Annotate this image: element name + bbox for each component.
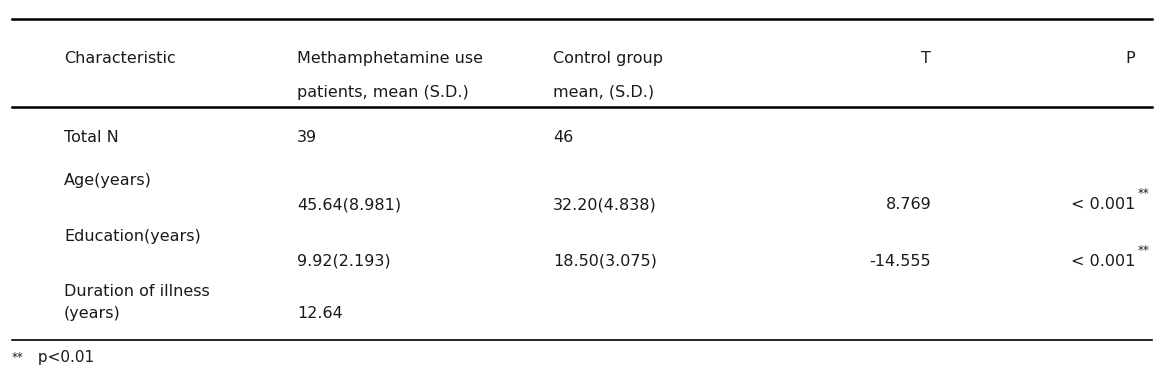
Text: 45.64(8.981): 45.64(8.981)	[297, 197, 400, 212]
Text: 39: 39	[297, 130, 317, 145]
Text: 8.769: 8.769	[886, 197, 931, 212]
Text: Methamphetamine use: Methamphetamine use	[297, 51, 483, 66]
Text: 9.92(2.193): 9.92(2.193)	[297, 254, 390, 269]
Text: 46: 46	[553, 130, 573, 145]
Text: T: T	[922, 51, 931, 66]
Text: **: **	[12, 352, 23, 364]
Text: p<0.01: p<0.01	[33, 350, 94, 365]
Text: Characteristic: Characteristic	[64, 51, 176, 66]
Text: Control group: Control group	[553, 51, 663, 66]
Text: -14.555: -14.555	[870, 254, 931, 269]
Text: **: **	[1137, 244, 1149, 256]
Text: 32.20(4.838): 32.20(4.838)	[553, 197, 656, 212]
Text: < 0.001: < 0.001	[1071, 197, 1135, 212]
Text: Total N: Total N	[64, 130, 119, 145]
Text: Duration of illness: Duration of illness	[64, 284, 210, 299]
Text: 18.50(3.075): 18.50(3.075)	[553, 254, 656, 269]
Text: < 0.001: < 0.001	[1071, 254, 1135, 269]
Text: P: P	[1126, 51, 1135, 66]
Text: patients, mean (S.D.): patients, mean (S.D.)	[297, 85, 469, 100]
Text: **: **	[1137, 187, 1149, 200]
Text: Education(years): Education(years)	[64, 229, 200, 244]
Text: mean, (S.D.): mean, (S.D.)	[553, 85, 654, 100]
Text: Age(years): Age(years)	[64, 173, 151, 188]
Text: (years): (years)	[64, 306, 121, 321]
Text: 12.64: 12.64	[297, 306, 342, 321]
